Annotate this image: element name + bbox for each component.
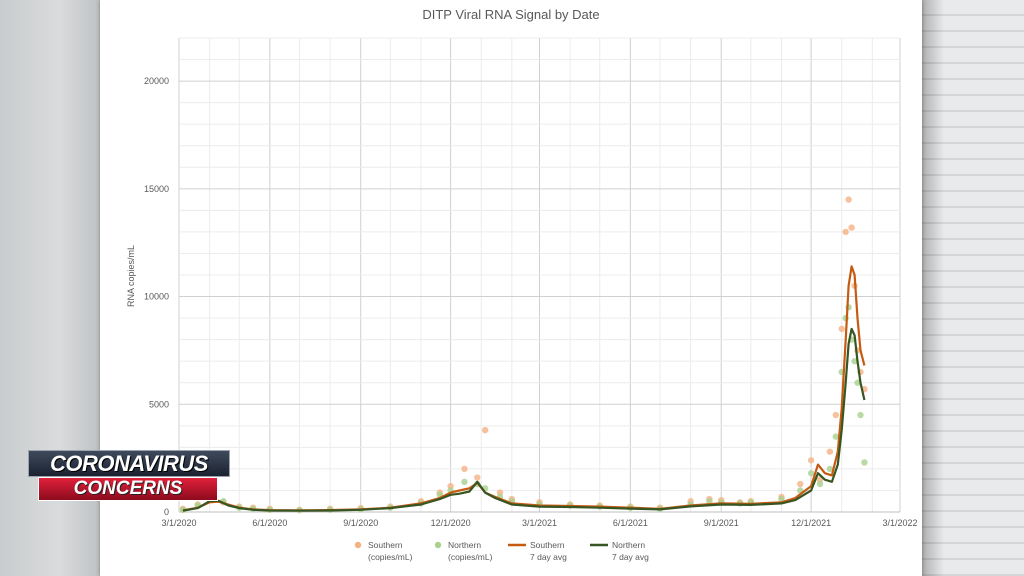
y-tick-label: 10000 xyxy=(144,292,169,302)
scatter-point xyxy=(807,470,815,477)
scatter-point xyxy=(838,325,845,333)
legend-label: Southern 7 day avg xyxy=(530,540,567,562)
scatter-point xyxy=(474,474,481,481)
x-tick-label: 3/1/2020 xyxy=(161,518,196,528)
legend-label: Northern 7 day avg xyxy=(612,540,649,562)
y-tick-labels: 0 5000 10000 15000 20000 xyxy=(144,76,169,517)
chart-panel: DITP Viral RNA Signal by Date RNA copies… xyxy=(100,0,922,576)
scatter-point xyxy=(816,480,824,488)
logo-line-coronavirus: CORONAVIRUS xyxy=(28,450,230,477)
logo-line-concerns: CONCERNS xyxy=(38,477,218,501)
x-tick-label: 12/1/2021 xyxy=(791,518,831,528)
x-tick-label: 9/1/2020 xyxy=(343,518,378,528)
x-tick-label: 3/1/2022 xyxy=(882,518,917,528)
y-tick-label: 0 xyxy=(164,507,169,517)
studio-backdrop-right xyxy=(922,0,1024,576)
scatter-point xyxy=(461,465,468,473)
gridlines xyxy=(178,37,901,513)
y-tick-label: 5000 xyxy=(149,399,169,409)
scatter-point xyxy=(481,426,489,434)
scatter-point xyxy=(807,457,815,464)
scatter-point xyxy=(848,224,855,231)
rna-signal-chart: DITP Viral RNA Signal by Date RNA copies… xyxy=(126,7,918,562)
avg-line xyxy=(182,265,866,512)
y-tick-label: 20000 xyxy=(144,76,169,86)
scatter-point xyxy=(854,379,861,386)
x-tick-labels: 3/1/2020 6/1/2020 9/1/2020 12/1/2020 3/1/202… xyxy=(161,518,917,528)
avg-line xyxy=(182,327,866,512)
x-tick-label: 9/1/2021 xyxy=(704,518,739,528)
scatter-point xyxy=(832,433,840,440)
legend: Southern (copies/mL) Northern (copies/mL) So… xyxy=(354,540,649,562)
scatter-point xyxy=(826,448,834,455)
data-marks xyxy=(179,196,868,514)
scatter-point xyxy=(845,196,852,203)
coronavirus-concerns-logo: CORONAVIRUS CONCERNS xyxy=(28,450,230,504)
scatter-point xyxy=(857,411,864,419)
scatter-point xyxy=(797,480,804,488)
chart-title: DITP Viral RNA Signal by Date xyxy=(422,7,599,22)
legend-marker-dot xyxy=(434,541,442,549)
scatter-point xyxy=(461,478,468,486)
scatter-point xyxy=(706,498,713,505)
scatter-point xyxy=(826,465,834,473)
monitor-edge-shadow xyxy=(922,0,944,576)
x-tick-label: 6/1/2020 xyxy=(252,518,287,528)
legend-label: Northern (copies/mL) xyxy=(448,540,493,562)
x-tick-label: 3/1/2021 xyxy=(522,518,557,528)
legend-label: Southern (copies/mL) xyxy=(368,540,413,562)
y-axis-title: RNA copies/mL xyxy=(126,245,136,307)
scatter-point xyxy=(842,228,849,236)
x-tick-label: 12/1/2020 xyxy=(431,518,471,528)
y-tick-label: 15000 xyxy=(144,184,169,194)
scatter-point xyxy=(851,357,858,365)
x-tick-label: 6/1/2021 xyxy=(613,518,648,528)
legend-marker-dot xyxy=(354,541,362,549)
scatter-point xyxy=(832,411,840,419)
scatter-point xyxy=(861,459,868,466)
